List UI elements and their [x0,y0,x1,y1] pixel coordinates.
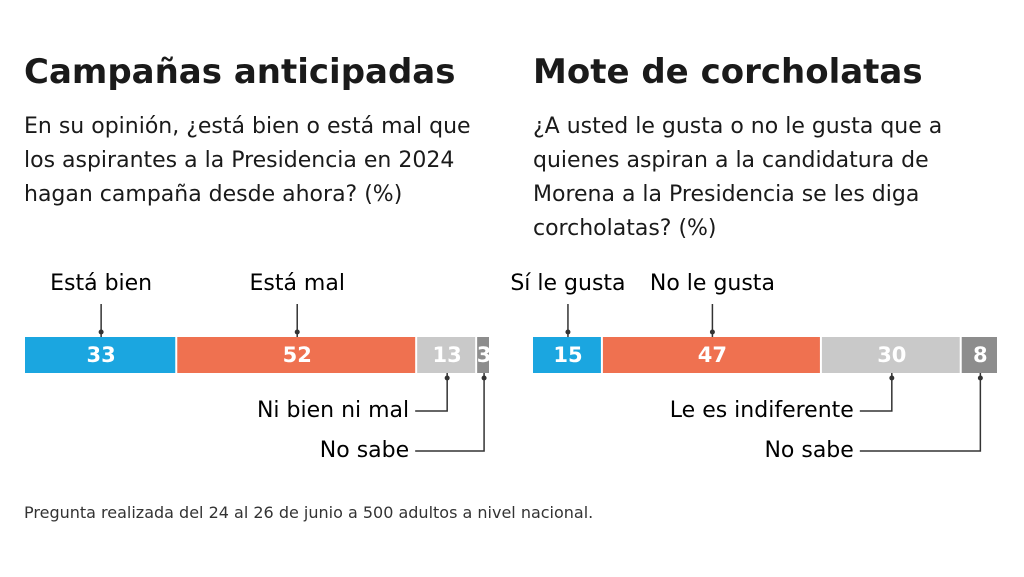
value-label: 13 [433,343,462,367]
category-label: Está bien [50,271,152,296]
chart-title: Campañas anticipadas [24,52,456,92]
footnote: Pregunta realizada del 24 al 26 de junio… [24,503,594,522]
bar-segment [417,337,476,373]
value-label: 8 [973,343,988,367]
bar-segment [821,337,960,373]
category-label: Le es indiferente [670,398,854,423]
leader-dot [294,329,300,335]
leader-dot [444,375,450,381]
leader-dot [98,329,104,335]
value-label: 30 [877,343,906,367]
leader-line [415,373,485,452]
category-label: No sabe [764,438,853,463]
bar-segment [961,337,997,373]
category-label: No le gusta [650,271,775,296]
leader-dot [977,375,983,381]
bar-segment [602,337,820,373]
leader-dot [565,329,571,335]
leader-dot [709,329,715,335]
value-label: 15 [553,343,582,367]
value-label: 33 [87,343,116,367]
bar-segment [25,337,176,373]
category-label: Está mal [249,271,345,296]
value-label: 52 [283,343,312,367]
category-label: No sabe [320,438,409,463]
leader-line [415,373,448,412]
leader-line [859,373,893,412]
chart-subtitle: En su opinión, ¿está bien o está mal que… [24,114,471,207]
category-label: Ni bien ni mal [257,398,409,423]
value-label: 47 [698,343,727,367]
category-label: Sí le gusta [510,271,625,296]
chart-subtitle: ¿A usted le gusta o no le gusta que a qu… [533,114,943,241]
leader-dot [481,375,487,381]
chart-title: Mote de corcholatas [533,52,923,92]
bar-segment [177,337,416,373]
value-label: 3 [477,343,492,367]
bar-segment [477,337,489,373]
bar-segment [533,337,601,373]
leader-dot [889,375,895,381]
leader-line [859,373,982,452]
